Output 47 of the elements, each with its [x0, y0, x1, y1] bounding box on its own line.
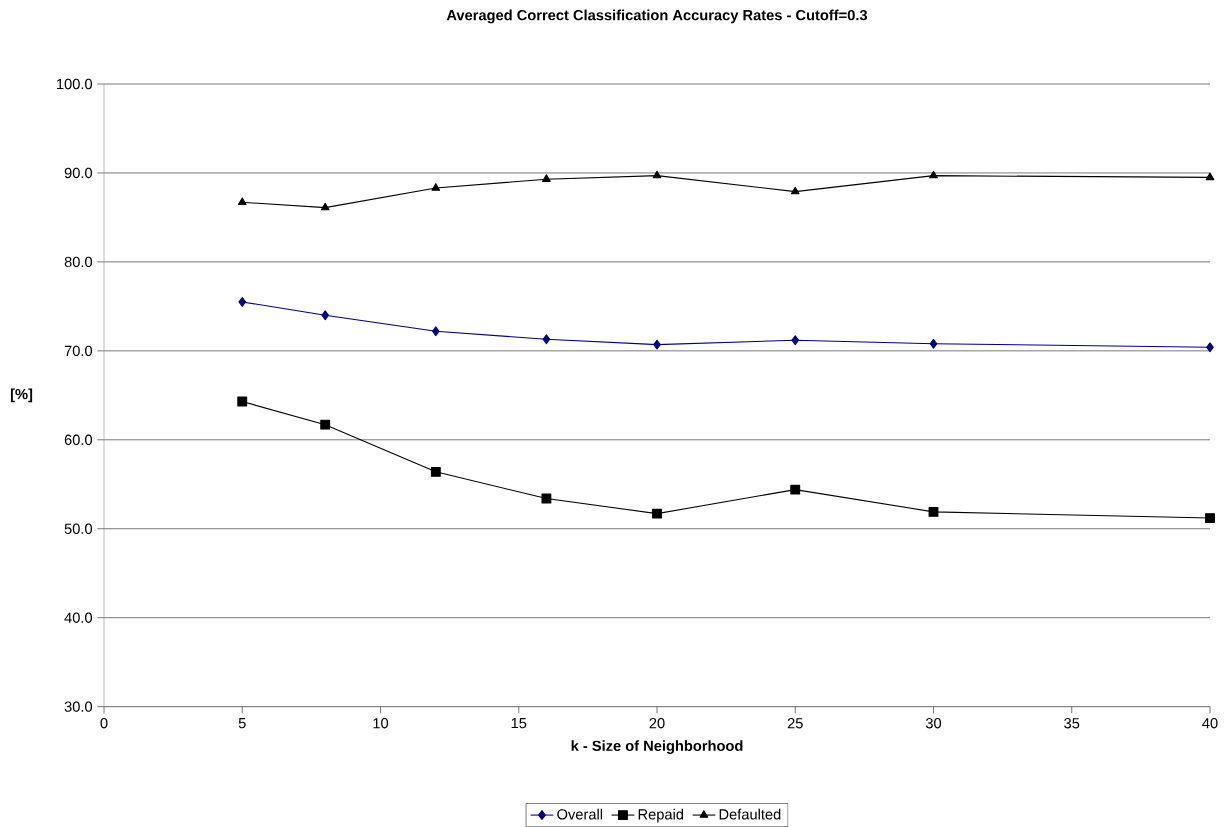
point	[791, 335, 800, 346]
point	[320, 202, 330, 211]
x-tick-label: 35	[1064, 718, 1080, 729]
y-tick-label: 30.0	[64, 701, 93, 712]
x-tick-label: 0	[100, 718, 108, 729]
y-tick-label: 70.0	[64, 345, 93, 357]
y-tick-label: 100.0	[57, 78, 93, 90]
point	[431, 183, 441, 191]
y-tick-label: 40.0	[64, 612, 93, 623]
point	[320, 419, 331, 430]
point	[431, 326, 440, 337]
x-tick-label: 30	[925, 718, 942, 729]
y-tick-label: 50.0	[64, 523, 93, 534]
point	[929, 338, 938, 349]
legend-label: Overall	[557, 808, 603, 820]
y-tick-label: 60.0	[64, 434, 93, 445]
chart-title: Averaged Correct Classification Accuracy Rates - Cutoff=0.3	[446, 9, 868, 24]
legend-label: Repaid	[638, 808, 684, 823]
point	[1206, 342, 1214, 353]
x-tick-label: 15	[511, 718, 527, 729]
point	[541, 493, 552, 504]
point	[238, 296, 247, 307]
y-axis-title: [%]	[10, 388, 33, 403]
y-tick-label: 80.0	[64, 256, 93, 268]
x-tick-label: 5	[238, 718, 246, 729]
legend-label: Defaulted	[719, 808, 781, 820]
point	[653, 339, 661, 350]
x-tick-label: 40	[1202, 718, 1218, 729]
point	[652, 170, 662, 179]
y-tick-label: 90.0	[64, 167, 93, 179]
x-tick-label: 25	[787, 718, 803, 729]
x-axis-title: k - Size of Neighborhood	[571, 740, 743, 754]
point	[237, 197, 247, 206]
point	[321, 310, 330, 321]
x-tick-label: 10	[373, 718, 389, 729]
point	[790, 186, 800, 195]
point	[542, 174, 551, 182]
point	[1205, 513, 1215, 524]
point	[1205, 172, 1215, 181]
point	[430, 466, 441, 477]
point	[929, 170, 938, 179]
point	[237, 396, 248, 407]
point	[790, 484, 801, 495]
point	[928, 506, 939, 517]
x-tick-label: 20	[649, 718, 665, 729]
point	[542, 334, 551, 345]
point	[652, 508, 662, 519]
